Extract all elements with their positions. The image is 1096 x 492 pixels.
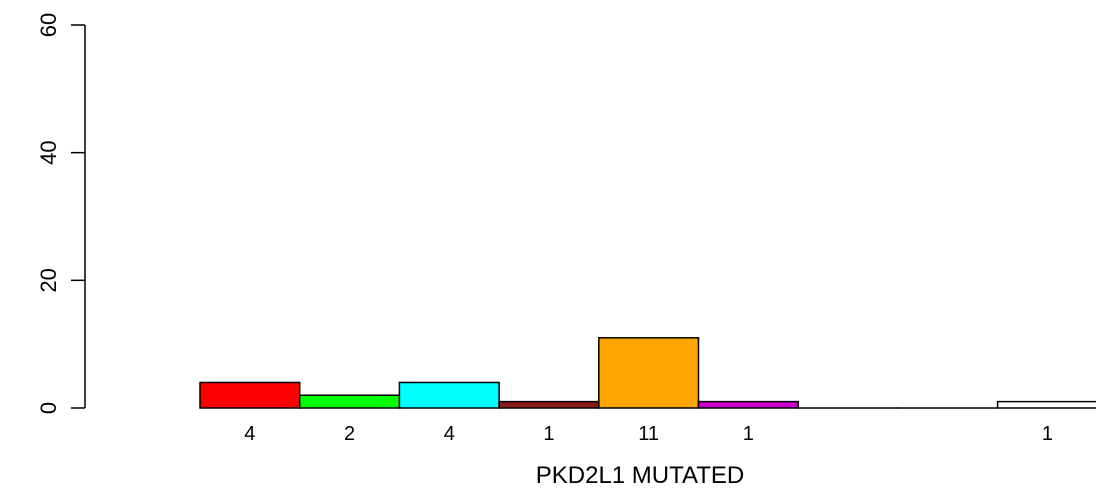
- bar-count-label: 2: [344, 423, 355, 445]
- bar: [498, 400, 600, 409]
- y-axis: 0 20 40 60: [36, 13, 86, 414]
- bar: [398, 381, 500, 409]
- bar-labels-group: 4 2 4 1 11 1 1: [244, 423, 1053, 445]
- bar: [298, 394, 401, 409]
- bar: [996, 400, 1096, 409]
- y-tick-label: 0: [36, 402, 61, 414]
- bar-count-label: 1: [1042, 423, 1053, 445]
- bar: [697, 400, 799, 409]
- bar-count-label: 4: [244, 423, 255, 445]
- y-tick-label: 40: [36, 140, 61, 164]
- y-tick-label: 60: [36, 13, 61, 37]
- bar-count-label: 11: [638, 423, 659, 445]
- bar-count-label: 1: [543, 423, 554, 445]
- bar-count-label: 1: [743, 423, 754, 445]
- y-tick-label: 20: [36, 268, 61, 292]
- bars-group: [199, 337, 1096, 409]
- x-axis-title: PKD2L1 MUTATED: [536, 462, 745, 489]
- bar-count-label: 4: [444, 423, 455, 445]
- bar: [598, 337, 700, 409]
- bar: [199, 381, 301, 409]
